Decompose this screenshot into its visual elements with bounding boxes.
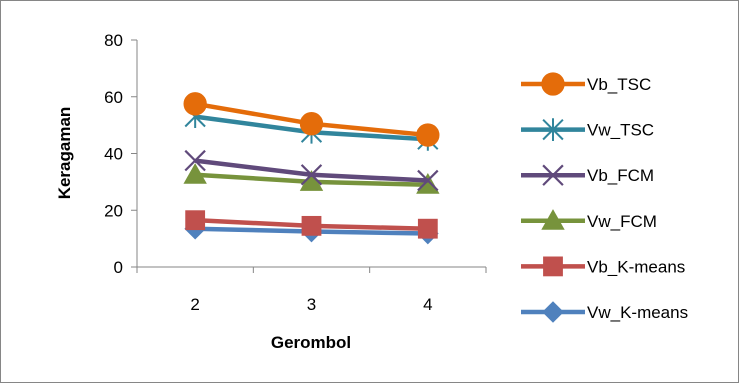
y-tick-label: 0: [114, 258, 123, 277]
legend: Vb_TSC Vw_TSC Vb_FCM Vw_FCM Vb_K-means Vw_K-m…: [521, 72, 688, 323]
data-point: [416, 173, 440, 194]
x-ticks: 2 3 4: [136, 267, 487, 314]
x-tick-label: 3: [307, 295, 316, 314]
x-axis-title: Gerombol: [271, 333, 351, 352]
legend-marker: [542, 118, 564, 141]
data-point: [183, 163, 207, 184]
legend-label: Vw_TSC: [587, 121, 654, 140]
y-tick-label: 60: [104, 88, 123, 107]
legend-marker: [541, 209, 565, 230]
x-tick-label: 2: [190, 295, 199, 314]
legend-marker: [543, 256, 563, 277]
data-point: [183, 92, 207, 116]
data-point: [184, 149, 206, 172]
data-point: [300, 164, 323, 186]
data-point: [185, 210, 206, 231]
data-point: [417, 218, 438, 239]
series-vb-k-means: [185, 210, 438, 239]
legend-label: Vb_TSC: [587, 75, 651, 94]
series-layer: [183, 92, 440, 245]
y-axis-title: Keragaman: [55, 107, 74, 200]
legend-marker: [541, 72, 565, 96]
legend-entry: Vb_FCM: [521, 164, 654, 186]
series-vw-fcm: [183, 163, 440, 194]
series-vb-fcm: [184, 149, 439, 192]
legend-label: Vb_FCM: [587, 166, 654, 185]
data-point: [417, 169, 439, 192]
y-ticks: 0 20 40 60 80: [104, 31, 137, 277]
series-vb-tsc: [183, 92, 440, 147]
y-tick-label: 40: [104, 145, 123, 164]
legend-entry: Vw_FCM: [521, 209, 657, 231]
legend-label: Vw_K-means: [587, 303, 688, 322]
data-point: [299, 112, 324, 136]
y-tick-label: 80: [104, 31, 123, 50]
legend-entry: Vb_TSC: [521, 72, 651, 96]
legend-label: Vb_K-means: [587, 257, 685, 276]
data-point: [299, 170, 324, 191]
legend-marker: [542, 164, 564, 186]
data-point: [416, 123, 440, 147]
legend-entry: Vw_K-means: [521, 301, 688, 323]
legend-marker: [542, 301, 564, 323]
legend-entry: Vw_TSC: [521, 118, 654, 141]
legend-label: Vw_FCM: [587, 212, 657, 231]
legend-entry: Vb_K-means: [521, 256, 685, 277]
x-tick-label: 4: [423, 295, 432, 314]
data-point: [301, 215, 322, 236]
y-tick-label: 20: [104, 201, 123, 220]
